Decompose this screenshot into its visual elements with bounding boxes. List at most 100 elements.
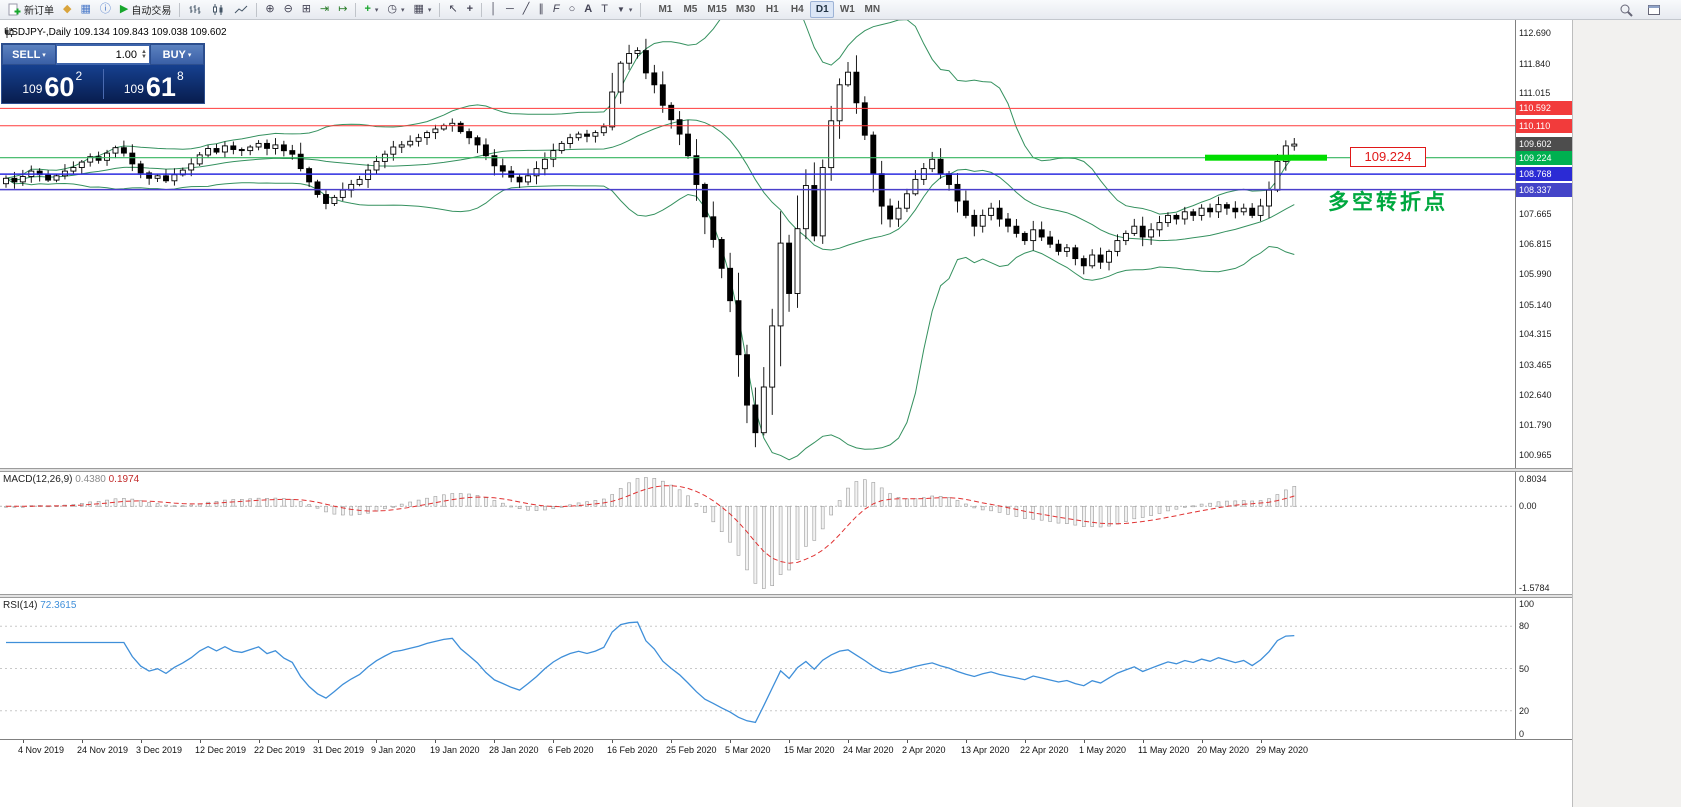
label-tool[interactable]: T [597,1,612,19]
arrows-tool[interactable]: ▼ ▾ [613,1,636,19]
text-icon: A [584,3,593,15]
sell-price-big: 60 [44,72,75,103]
date-tick [23,740,24,743]
auto-scroll-button[interactable]: ⇥ [316,1,333,19]
line-chart-button[interactable] [230,1,252,19]
fibonacci-tool[interactable]: F [549,1,564,19]
panel-splitter[interactable] [0,594,1572,598]
macd-signal-line [6,485,1295,564]
date-tick [1025,740,1026,743]
date-label: 12 Dec 2019 [195,745,247,755]
macd-histogram [4,477,1297,589]
rsi-chart [0,621,1515,724]
candlestick-chart-icon [213,4,223,15]
volume-spinner[interactable]: ▲ ▼ [141,49,147,60]
template-icon: ▦ [413,3,424,15]
date-axis[interactable]: 4 Nov 2019 24 Nov 2019 3 Dec 2019 12 Dec 20… [0,739,1572,759]
data-window-icon: ⓘ [99,3,111,15]
price-tag: 109.224 [1516,151,1572,165]
zoom-out-button[interactable]: ⊖ [280,1,297,19]
turning-point-annotation[interactable]: 多空转折点 [1328,191,1448,214]
timeframe-button-m15[interactable]: M15 [707,4,727,15]
auto-trading-button[interactable]: ▶ 自动交易 [116,1,175,19]
trendline-icon: ╱ [522,3,530,15]
timeframe-button-h4[interactable]: H4 [790,4,804,15]
vertical-line-tool[interactable]: │ [486,1,501,19]
timeframe-button-d1[interactable]: D1 [810,1,835,18]
toolbar-separator [179,2,181,17]
add-indicator-button[interactable]: + ▾ [360,1,382,19]
date-tick [848,740,849,743]
timeframe-button-mn[interactable]: MN [864,4,881,15]
date-label: 11 May 2020 [1138,745,1190,755]
timeframe-button-m1[interactable]: M1 [658,4,673,15]
price-tag: 108.768 [1516,167,1572,181]
macd-axis-label: 0.00 [1519,501,1537,511]
chart-shift-button[interactable]: ↦ [334,1,351,19]
chevron-down-icon: ▾ [401,6,405,14]
cursor-button[interactable]: ↖ [444,1,461,19]
templates-button[interactable]: ▦ ▾ [410,1,436,19]
search-button[interactable] [1615,1,1637,19]
panel-splitter[interactable] [0,468,1572,472]
sell-button[interactable]: SELL ▾ [2,44,56,65]
market-watch-button[interactable]: ▦ [76,1,94,19]
date-tick [553,740,554,743]
price-axis-label: 106.815 [1519,239,1552,249]
new-order-button[interactable]: 新订单 [4,1,58,19]
channel-tool[interactable]: ∥ [534,1,548,19]
timeframe-button-m5[interactable]: M5 [683,4,698,15]
bar-chart-button[interactable] [184,1,206,19]
profiles-button[interactable]: ◆ [59,1,75,19]
toolbar-separator [256,2,258,17]
timeframe-button-w1[interactable]: W1 [839,4,855,15]
vertical-line-icon: │ [490,3,497,15]
price-axis-label: 105.140 [1519,300,1552,310]
chevron-down-icon: ▾ [187,51,192,59]
buy-button[interactable]: BUY ▾ [150,44,204,65]
arrows-icon: ▼ [616,4,625,14]
channel-icon: ∥ [538,3,544,15]
trendline-tool[interactable]: ╱ [519,1,534,19]
date-tick [612,740,613,743]
chevron-down-icon: ▾ [628,6,633,14]
tile-windows-button[interactable]: ⊞ [298,1,315,19]
zoom-in-icon: ⊕ [265,3,275,15]
text-tool[interactable]: A [580,1,596,19]
price-axis-label: 107.665 [1519,209,1552,219]
date-label: 24 Mar 2020 [843,745,894,755]
rsi-name: RSI(14) [3,600,38,611]
date-tick [966,740,967,743]
periods-button[interactable]: ◷ ▾ [383,1,408,19]
date-tick [200,740,201,743]
rsi-axis-label: 100 [1519,599,1535,609]
shapes-icon: ○ [568,3,576,15]
candlestick-chart-button[interactable] [207,1,229,19]
auto-trading-icon: ▶ [119,3,129,15]
auto-scroll-icon: ⇥ [320,3,330,15]
date-label: 28 Jan 2020 [489,745,539,755]
rsi-panel[interactable]: RSI(14) 72.3615 [0,598,1515,739]
volume-input[interactable]: 1.00 ▲ ▼ [57,46,149,63]
zoom-in-button[interactable]: ⊕ [261,1,278,19]
price-tag: 108.337 [1516,183,1572,197]
timeframe-buttons: M1 M5 M15 M30 H1 H4 D1 W1 MN [653,1,884,18]
data-window-button[interactable]: ⓘ [96,1,115,19]
price-axis[interactable]: 112.690 111.840 111.015 107.665 106.815 105.9… [1515,20,1572,739]
chart-title-text: USDJPY-,Daily 109.134 109.843 109.038 10… [4,27,227,38]
price-tag: 110.110 [1516,119,1572,133]
new-window-button[interactable] [1643,1,1665,19]
date-tick [82,740,83,743]
crosshair-button[interactable]: + [463,1,477,19]
macd-panel[interactable]: MACD(12,26,9) 0.4380 0.1974 [0,472,1515,594]
horizontal-line-tool[interactable]: ─ [502,1,518,19]
timeframe-button-h1[interactable]: H1 [765,4,779,15]
price-callout-label[interactable]: 109.224 [1350,147,1426,167]
rsi-label: RSI(14) 72.3615 [3,600,76,611]
rsi-axis-label: 80 [1519,621,1530,631]
price-chart-panel[interactable]: USDJPY-,Daily 109.134 109.843 109.038 10… [0,20,1515,468]
shapes-tool[interactable]: ○ [565,1,580,19]
new-order-label: 新订单 [24,6,54,17]
timeframe-button-m30[interactable]: M30 [735,4,756,15]
toolbar: 新订单 ◆ ▦ ⓘ ▶ 自动交易 ⊕ ⊖ [0,0,1681,20]
